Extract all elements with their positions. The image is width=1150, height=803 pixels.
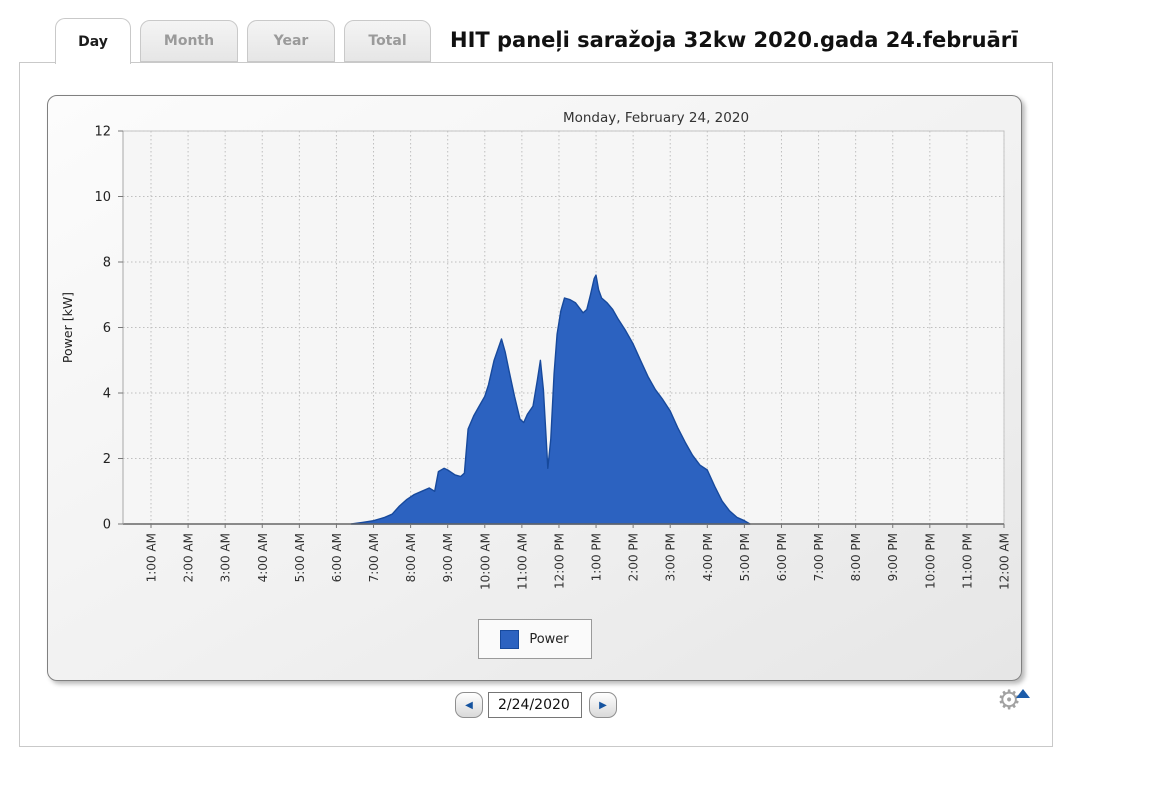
next-day-button[interactable]: ▶ (589, 692, 617, 718)
legend-label-power: Power (529, 631, 569, 647)
tab-day-label: Day (78, 33, 108, 50)
svg-text:Monday, February 24, 2020: Monday, February 24, 2020 (563, 110, 749, 126)
svg-text:5:00 PM: 5:00 PM (738, 533, 752, 581)
tab-day[interactable]: Day (55, 18, 131, 64)
date-input[interactable] (488, 692, 582, 718)
svg-text:10: 10 (94, 190, 111, 205)
svg-text:12: 12 (94, 125, 111, 140)
svg-text:8:00 PM: 8:00 PM (849, 533, 863, 581)
svg-text:5:00 AM: 5:00 AM (293, 533, 307, 582)
svg-text:10:00 PM: 10:00 PM (923, 533, 937, 589)
svg-text:4:00 PM: 4:00 PM (701, 533, 715, 581)
svg-text:9:00 PM: 9:00 PM (886, 533, 900, 581)
svg-text:11:00 PM: 11:00 PM (960, 533, 974, 589)
svg-text:6:00 AM: 6:00 AM (330, 533, 344, 582)
svg-text:6:00 PM: 6:00 PM (775, 533, 789, 581)
svg-text:1:00 AM: 1:00 AM (145, 533, 159, 582)
prev-day-button[interactable]: ◀ (455, 692, 483, 718)
tab-month-label: Month (163, 33, 215, 49)
svg-text:3:00 PM: 3:00 PM (664, 533, 678, 581)
tab-total[interactable]: Total (344, 20, 431, 62)
svg-text:8: 8 (103, 256, 111, 271)
svg-text:4: 4 (103, 387, 111, 402)
svg-text:1:00 PM: 1:00 PM (590, 533, 604, 581)
svg-text:7:00 PM: 7:00 PM (812, 533, 826, 581)
power-area-chart[interactable]: 0 2 4 6 8 10 12 1:00 AM 2:00 AM 3:00 AM 4:00 AM 5:0… (48, 96, 1023, 682)
svg-text:2:00 PM: 2:00 PM (627, 533, 641, 581)
svg-text:9:00 AM: 9:00 AM (441, 533, 455, 582)
svg-text:2: 2 (103, 452, 111, 467)
chart-legend: Power (477, 619, 592, 659)
tab-year-label: Year (273, 33, 309, 49)
svg-text:3:00 AM: 3:00 AM (219, 533, 233, 582)
tab-month[interactable]: Month (140, 20, 238, 62)
svg-text:6: 6 (103, 321, 111, 336)
tab-total-label: Total (368, 33, 407, 49)
chevron-right-icon: ▶ (599, 699, 607, 711)
svg-text:8:00 AM: 8:00 AM (404, 533, 418, 582)
svg-text:7:00 AM: 7:00 AM (367, 533, 381, 582)
svg-text:4:00 AM: 4:00 AM (256, 533, 270, 582)
svg-text:0: 0 (103, 518, 111, 533)
chart-panel: 0 2 4 6 8 10 12 1:00 AM 2:00 AM 3:00 AM 4:00 AM 5:0… (47, 95, 1022, 681)
svg-text:10:00 AM: 10:00 AM (478, 533, 492, 590)
svg-text:12:00 PM: 12:00 PM (552, 533, 566, 589)
svg-text:11:00 AM: 11:00 AM (515, 533, 529, 590)
svg-text:2:00 AM: 2:00 AM (182, 533, 196, 582)
svg-text:12:00 AM: 12:00 AM (998, 533, 1012, 590)
tab-year[interactable]: Year (247, 20, 335, 62)
chevron-left-icon: ◀ (465, 699, 473, 711)
collapse-triangle-icon[interactable] (1016, 689, 1030, 698)
page-title: HIT paneļi saražoja 32kw 2020.gada 24.fe… (450, 28, 1019, 52)
legend-swatch-power (500, 629, 520, 649)
svg-text:Power [kW]: Power [kW] (60, 292, 75, 363)
